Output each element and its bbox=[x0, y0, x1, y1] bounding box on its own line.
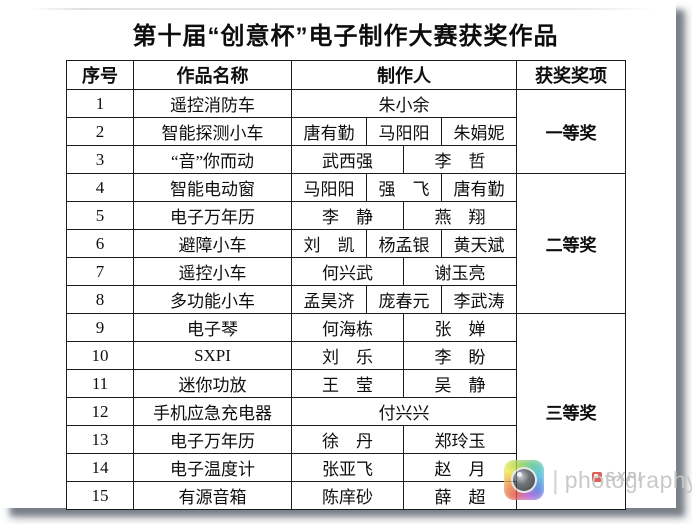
row-number-cell: 4 bbox=[66, 173, 134, 202]
work-name-cell: 电子万年历 bbox=[133, 425, 292, 454]
table-row: 15 有源音箱 陈庠砂 薛 超 bbox=[66, 481, 626, 510]
creator-cell: 刘 乐 bbox=[291, 341, 404, 370]
row-number-cell: 10 bbox=[66, 341, 134, 370]
creator-cell: 燕 翔 bbox=[402, 201, 518, 230]
document-page: 第十届“创意杯”电子制作大赛获奖作品 序号 作品名称 制作人 获奖奖项 1 遥控… bbox=[30, 8, 692, 510]
creator-cell: 何兴武 bbox=[291, 257, 404, 286]
row-number-cell: 11 bbox=[66, 369, 134, 398]
work-name-cell: 电子万年历 bbox=[133, 201, 292, 230]
header-award: 获奖奖项 bbox=[516, 60, 627, 90]
table-row: 7 遥控小车 何兴武 谢玉亮 bbox=[66, 257, 626, 286]
table-row: 9 电子琴 何海栋 张 婵 三等奖 bbox=[66, 313, 627, 510]
table-header-row: 序号 作品名称 制作人 获奖奖项 bbox=[66, 60, 627, 90]
row-number-cell: 14 bbox=[66, 453, 134, 482]
row-number-cell: 8 bbox=[66, 285, 134, 314]
creator-cell: 徐 丹 bbox=[291, 425, 404, 454]
creator-cell: 朱娟妮 bbox=[440, 117, 518, 146]
row-number-cell: 13 bbox=[66, 425, 134, 454]
creator-cell: 唐有勤 bbox=[291, 117, 367, 146]
work-name-cell: 遥控消防车 bbox=[133, 89, 292, 118]
work-name-cell: 多功能小车 bbox=[133, 285, 292, 314]
row-number-cell: 6 bbox=[66, 229, 134, 258]
table-row: 8 多功能小车 孟昊济 庞春元 李武涛 bbox=[66, 285, 626, 314]
table-row: 11 迷你功放 王 莹 吴 静 bbox=[66, 369, 626, 398]
work-name-cell: 智能探测小车 bbox=[133, 117, 292, 146]
header-creator: 制作人 bbox=[290, 60, 518, 90]
creator-cell: 孟昊济 bbox=[291, 285, 367, 314]
page-edge-line bbox=[30, 8, 655, 10]
table-row: 2 智能探测小车 唐有勤 马阳阳 朱娟妮 bbox=[66, 117, 626, 146]
table-row: 4 智能电动窗 马阳阳 强 飞 唐有勤 二等奖 bbox=[66, 173, 627, 314]
creator-cell: 薛 超 bbox=[402, 481, 518, 510]
work-name-cell: 手机应急充电器 bbox=[133, 397, 292, 426]
award-cell: 二等奖 bbox=[516, 173, 627, 314]
table-row: 1 遥控消防车 朱小余 一等奖 bbox=[66, 89, 627, 174]
work-name-cell: 智能电动窗 bbox=[133, 173, 292, 202]
creator-cell: 强 飞 bbox=[366, 173, 442, 202]
creator-cell: 黄天斌 bbox=[440, 229, 518, 258]
creator-cell: 付兴兴 bbox=[290, 397, 518, 426]
work-name-cell: 遥控小车 bbox=[133, 257, 292, 286]
row-number-cell: 12 bbox=[66, 397, 134, 426]
creator-cell: 庞春元 bbox=[366, 285, 442, 314]
table-row: 13 电子万年历 徐 丹 郑玲玉 bbox=[66, 425, 626, 454]
work-name-cell: SXPI bbox=[133, 341, 292, 370]
work-name-cell: 有源音箱 bbox=[133, 481, 292, 510]
creator-cell: 李 静 bbox=[291, 201, 404, 230]
award-cell: 一等奖 bbox=[516, 89, 627, 174]
creator-cell: 王 莹 bbox=[291, 369, 404, 398]
creator-cell: 张 婵 bbox=[402, 313, 518, 342]
creator-cell: 刘 凯 bbox=[291, 229, 367, 258]
row-number-cell: 2 bbox=[66, 117, 134, 146]
table-row: 3 “音”你而动 武西强 李 哲 bbox=[66, 145, 626, 174]
row-number-cell: 1 bbox=[66, 89, 134, 118]
table-row: 10 SXPI 刘 乐 李 盼 bbox=[66, 341, 626, 370]
table-row: 6 避障小车 刘 凯 杨孟银 黄天斌 bbox=[66, 229, 626, 258]
page-title: 第十届“创意杯”电子制作大赛获奖作品 bbox=[132, 23, 559, 50]
creator-cell: 何海栋 bbox=[291, 313, 404, 342]
creator-cell: 张亚飞 bbox=[291, 453, 404, 482]
table-row: 5 电子万年历 李 静 燕 翔 bbox=[66, 201, 626, 230]
work-name-cell: 电子琴 bbox=[133, 313, 292, 342]
creator-cell: 李 盼 bbox=[402, 341, 518, 370]
row-number-cell: 5 bbox=[66, 201, 134, 230]
table-row: 14 电子温度计 张亚飞 赵 月 bbox=[66, 453, 626, 482]
work-name-cell: 避障小车 bbox=[133, 229, 292, 258]
row-number-cell: 15 bbox=[66, 481, 134, 510]
creator-cell: 谢玉亮 bbox=[402, 257, 518, 286]
creator-cell: 朱小余 bbox=[290, 89, 518, 118]
awards-table: 序号 作品名称 制作人 获奖奖项 1 遥控消防车 朱小余 一等奖 2 智能探测小… bbox=[66, 60, 627, 510]
header-no: 序号 bbox=[66, 60, 134, 90]
header-work: 作品名称 bbox=[133, 60, 292, 90]
creator-cell: 马阳阳 bbox=[366, 117, 442, 146]
creator-cell: 马阳阳 bbox=[291, 173, 367, 202]
creator-cell: 赵 月 bbox=[402, 453, 518, 482]
creator-cell: 武西强 bbox=[291, 145, 404, 174]
creator-cell: 吴 静 bbox=[402, 369, 518, 398]
work-name-cell: “音”你而动 bbox=[133, 145, 292, 174]
creator-cell: 李武涛 bbox=[440, 285, 518, 314]
row-number-cell: 3 bbox=[66, 145, 134, 174]
creator-cell: 陈庠砂 bbox=[291, 481, 404, 510]
row-number-cell: 9 bbox=[66, 313, 134, 342]
creator-cell: 唐有勤 bbox=[440, 173, 518, 202]
creator-cell: 郑玲玉 bbox=[402, 425, 518, 454]
creator-cell: 杨孟银 bbox=[366, 229, 442, 258]
work-name-cell: 迷你功放 bbox=[133, 369, 292, 398]
row-number-cell: 7 bbox=[66, 257, 134, 286]
award-cell: 三等奖 bbox=[516, 313, 627, 510]
creator-cell: 李 哲 bbox=[402, 145, 518, 174]
work-name-cell: 电子温度计 bbox=[133, 453, 292, 482]
